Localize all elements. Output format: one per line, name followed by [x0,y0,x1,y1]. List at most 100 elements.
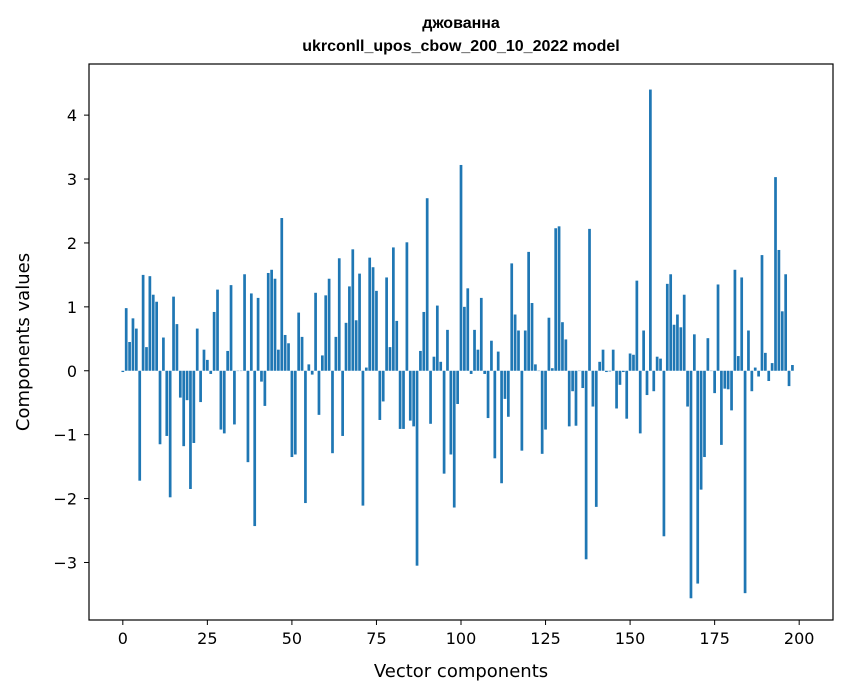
bar-98 [452,370,456,508]
bar-96 [446,329,449,371]
x-tick-label: 0 [118,629,128,648]
bar-97 [449,370,453,455]
bar-115 [510,263,514,371]
bar-190 [764,352,767,371]
bar-103 [469,370,473,374]
bar-32 [229,285,233,371]
bar-82 [398,370,402,429]
bar-189 [760,255,764,371]
bar-9 [151,294,155,371]
bar-167 [686,370,689,407]
bar-161 [665,283,669,371]
bar-182 [736,356,740,371]
bar-180 [730,370,733,411]
x-tick-label: 125 [530,629,561,648]
bar-163 [672,324,676,371]
bar-178 [723,370,727,389]
bar-197 [787,370,791,387]
bar-194 [777,249,781,371]
bar-113 [503,370,507,399]
bar-58 [317,370,321,415]
bar-118 [520,370,524,451]
bar-126 [547,317,551,371]
bar-20 [189,370,192,489]
bar-50 [290,370,294,458]
bar-169 [692,334,696,371]
bar-24 [202,349,206,371]
bar-143 [605,370,608,373]
bar-185 [747,330,750,371]
bar-43 [266,272,270,371]
bar-150 [628,353,632,371]
bar-85 [408,370,412,421]
y-tick-label: −2 [53,490,77,509]
bar-127 [550,368,554,371]
bar-70 [358,273,361,371]
bar-193 [774,177,777,371]
bar-116 [513,314,517,371]
bar-67 [348,286,351,371]
bar-177 [720,370,723,445]
bar-39 [253,370,257,527]
bar-146 [615,370,618,409]
bar-1 [124,308,128,371]
bar-139 [591,370,595,407]
bar-117 [517,330,520,371]
bar-77 [381,370,385,402]
bar-31 [226,350,230,371]
bar-140 [594,370,598,507]
bar-45 [273,278,277,371]
chart-title-line1: джованна [422,15,500,32]
y-tick-label: −1 [53,426,77,445]
bar-156 [649,89,652,371]
bar-166 [682,294,686,371]
bar-56 [310,370,314,375]
bar-61 [327,278,331,371]
bar-73 [368,257,372,371]
bar-84 [405,242,409,371]
bar-74 [371,267,375,371]
x-tick-label: 75 [366,629,386,648]
bar-154 [642,330,645,371]
bar-122 [534,364,537,371]
bar-147 [618,370,622,385]
bar-57 [314,292,317,371]
bar-136 [581,370,585,389]
chart-title-line2: ukrconll_upos_cbow_200_10_2022 model [302,38,619,55]
bar-132 [567,370,571,427]
bar-16 [175,324,179,371]
bar-66 [344,322,348,371]
bar-179 [726,370,730,390]
bar-171 [699,370,703,490]
bar-99 [456,370,459,404]
bar-148 [621,370,625,373]
bar-196 [784,274,788,371]
bar-59 [320,355,324,371]
bar-65 [341,370,344,436]
bar-183 [740,277,744,371]
bar-75 [375,290,378,371]
x-tick-label: 150 [615,629,646,648]
bar-36 [243,274,246,371]
bar-11 [158,370,162,445]
bar-72 [364,367,368,371]
bar-173 [706,338,710,371]
bar-90 [425,198,429,371]
bar-142 [601,349,605,371]
bar-101 [463,306,466,371]
bar-102 [466,288,470,371]
bar-94 [439,361,443,371]
bar-138 [588,228,591,371]
bar-124 [540,370,544,454]
y-tick-label: −3 [53,553,77,572]
y-axis-ticks: −3 −2 −1 0 1 2 3 4 [53,106,89,572]
bar-152 [635,280,639,371]
bar-120 [527,251,530,371]
bar-6 [141,274,145,371]
bar-10 [155,301,158,371]
bar-64 [337,258,341,371]
bar-22 [195,328,199,371]
bar-168 [689,370,693,599]
bar-131 [564,339,568,371]
